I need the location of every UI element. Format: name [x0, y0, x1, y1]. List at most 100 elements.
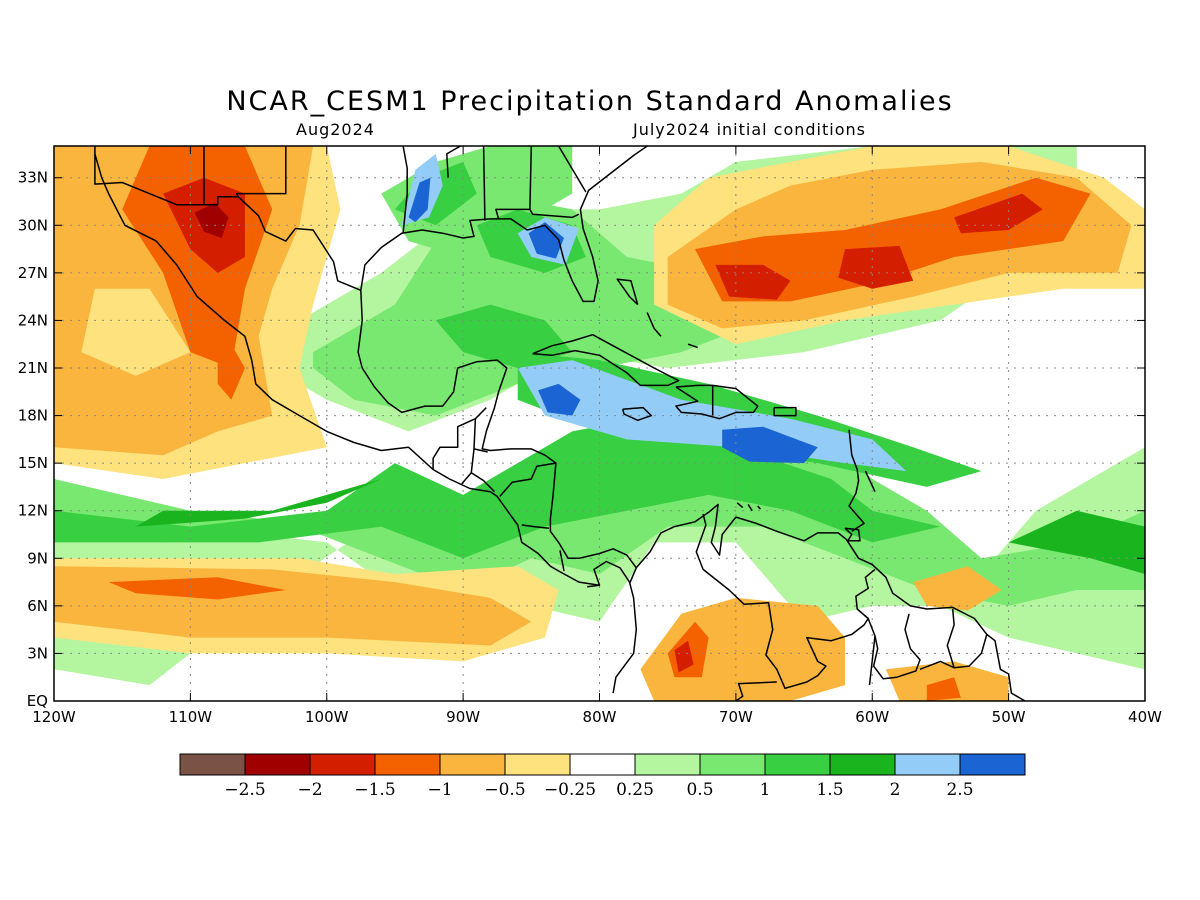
colorbar-label: 2 — [890, 780, 901, 800]
lat-tick-label: 21N — [18, 359, 48, 377]
forecast-month: Aug2024 — [296, 120, 375, 139]
coastline — [747, 503, 753, 512]
coastline — [521, 524, 550, 529]
anomaly-region-blue — [528, 222, 564, 259]
coastline — [495, 146, 533, 220]
colorbar-swatch — [764, 753, 831, 776]
coastline — [499, 462, 557, 497]
lat-tick-label: 18N — [18, 407, 48, 425]
lon-tick-label: 100W — [305, 708, 349, 726]
lon-tick-label: 90W — [446, 708, 480, 726]
coastline — [695, 513, 876, 690]
coastline — [621, 406, 653, 422]
lat-tick-label: 30N — [18, 216, 48, 234]
lon-tick-label: 110W — [169, 708, 213, 726]
lat-tick-label: 33N — [18, 169, 48, 187]
coastline — [867, 613, 921, 680]
colorbar-swatch — [894, 753, 961, 776]
colorbar-swatch — [829, 753, 896, 776]
colorbar-label: 1 — [760, 780, 771, 800]
lon-tick-label: 60W — [855, 708, 889, 726]
coastline-layer — [94, 146, 1026, 701]
anomaly-region-red — [674, 640, 694, 673]
coastline — [94, 153, 638, 694]
coastline — [844, 527, 861, 542]
coastline — [402, 146, 408, 234]
colorbar-label: 2.5 — [946, 780, 973, 800]
anomaly-region-pale-yellow — [81, 288, 191, 376]
colorbar-label: −1.5 — [354, 780, 395, 800]
colorbar-swatch — [634, 753, 701, 776]
coastline — [616, 278, 639, 306]
lat-tick-label: 24N — [18, 311, 48, 329]
coastline — [687, 343, 698, 349]
graticule — [54, 146, 1145, 701]
coastline — [235, 146, 287, 198]
coastline — [736, 502, 744, 509]
colorbar-swatch — [374, 753, 441, 776]
colorbar-label: −1 — [427, 780, 452, 800]
colorbar-swatch — [569, 753, 636, 776]
coastline — [587, 584, 600, 588]
colorbar-swatch — [309, 753, 376, 776]
coastline — [529, 209, 580, 219]
coastline — [919, 608, 955, 670]
coastline — [635, 503, 1026, 701]
colorbar-swatch — [504, 753, 571, 776]
anomaly-region-orange — [108, 577, 286, 600]
anomaly-region-mid-green — [54, 415, 941, 559]
lon-tick-label: 80W — [583, 708, 617, 726]
coastline — [868, 635, 876, 686]
lat-tick-label: EQ — [27, 692, 48, 710]
anomaly-region-blue — [538, 383, 581, 416]
coastline — [864, 470, 876, 493]
anomaly-region-dark-red — [194, 203, 229, 238]
lon-tick-label: 40W — [1128, 708, 1162, 726]
anomaly-region-red — [715, 264, 791, 300]
chart-title: NCAR_CESM1 Precipitation Standard Anomal… — [226, 86, 954, 117]
lon-tick-label: 70W — [719, 708, 753, 726]
colorbar-label: −0.25 — [544, 780, 596, 800]
initial-conditions: July2024 initial conditions — [633, 120, 866, 139]
coastline — [735, 681, 777, 701]
coastline — [94, 146, 362, 291]
anomaly-region-blue — [722, 426, 818, 464]
coastline — [532, 333, 680, 387]
lat-tick-label: 15N — [18, 454, 48, 472]
coastline — [646, 312, 662, 337]
anomaly-region-orange — [217, 344, 245, 400]
coastline — [470, 448, 496, 493]
coastline — [848, 429, 865, 532]
colorbar-swatch — [959, 753, 1026, 776]
anomaly-region-red — [838, 245, 914, 289]
coastline — [482, 146, 486, 221]
coastline — [461, 472, 472, 485]
lon-tick-label: 50W — [992, 708, 1026, 726]
anomaly-region-green — [313, 193, 764, 416]
axis-ticks: 120W 110W 100W 90W 80W 70W 60W 50W 40W EQ 3N 6N 9N 12… — [18, 146, 1162, 726]
colorbar-label: −0.5 — [484, 780, 525, 800]
colorbar-label: 0.25 — [616, 780, 654, 800]
colorbar-label: −2 — [297, 780, 322, 800]
coastline — [357, 290, 637, 569]
lon-tick-label: 120W — [32, 708, 76, 726]
coastline — [628, 567, 637, 584]
colorbar-label: −2.5 — [224, 780, 265, 800]
coastline — [757, 505, 761, 510]
lat-tick-label: 12N — [18, 502, 48, 520]
coastline — [446, 146, 461, 178]
colorbar-swatch — [699, 753, 766, 776]
colorbar-swatch — [179, 753, 246, 776]
colorbar-swatch — [439, 753, 506, 776]
anomaly-region-dark-green — [135, 479, 382, 527]
colorbar-label: 1.5 — [816, 780, 843, 800]
anomaly-region-orange-yellow — [913, 566, 1002, 611]
colorbar: −2.5 −2 −1.5 −1 −0.5 −0.25 0.25 0.5 1 1.5 2 2.5 — [179, 753, 1026, 800]
anomaly-region-blue — [408, 177, 431, 223]
lat-tick-label: 27N — [18, 264, 48, 282]
coastline — [773, 406, 797, 417]
anomaly-region-red — [954, 193, 1043, 234]
colorbar-label: 0.5 — [686, 780, 713, 800]
colorbar-swatch — [244, 753, 311, 776]
